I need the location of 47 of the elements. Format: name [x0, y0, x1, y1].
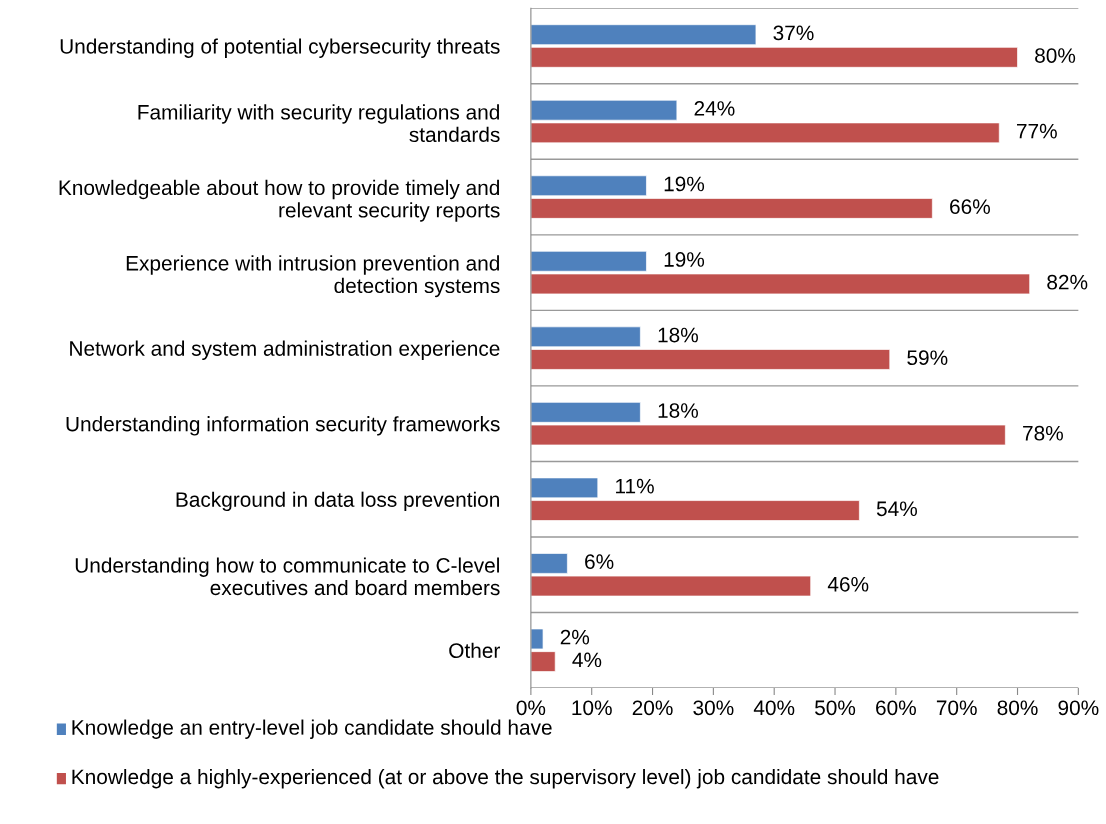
- bar: [530, 477, 599, 499]
- bar: [530, 349, 891, 370]
- y-tick-label: Knowledgeable about how to provide timely and relevant security reports: [59, 179, 500, 222]
- y-tick-label: Understanding of potential cybersecurity threats: [60, 38, 500, 58]
- bar: [530, 500, 860, 521]
- data-label: 46%: [827, 576, 869, 592]
- data-label: 77%: [1017, 123, 1057, 139]
- data-label: 78%: [1023, 425, 1063, 441]
- data-label: 18%: [658, 403, 698, 418]
- legend-label: Knowledge an entry-level job candidate should have: [72, 719, 552, 739]
- bar: [530, 24, 757, 45]
- data-label: 66%: [950, 199, 990, 214]
- y-tick-label: Familiarity with security regulations and standards: [138, 104, 500, 143]
- data-label: 54%: [876, 501, 917, 517]
- y-tick-label: Network and system administration experience: [70, 340, 500, 361]
- x-tick-label: 10%: [572, 700, 612, 716]
- bar: [530, 326, 641, 348]
- x-tick-label: 80%: [997, 700, 1038, 716]
- x-tick-label: 20%: [632, 700, 673, 716]
- data-label: 19%: [664, 176, 705, 192]
- bar: [530, 175, 647, 197]
- data-label: 80%: [1035, 48, 1076, 63]
- y-tick-label: Experience with intrusion prevention and detection systems: [126, 255, 500, 298]
- data-label: 19%: [664, 252, 705, 267]
- x-tick-label: 30%: [693, 700, 734, 716]
- data-label: 82%: [1047, 274, 1088, 290]
- x-tick-label: 70%: [936, 700, 977, 716]
- x-tick-label: 50%: [815, 700, 856, 716]
- data-label: 59%: [907, 350, 948, 366]
- x-tick-label: 60%: [876, 700, 916, 716]
- x-tick-label: 40%: [753, 700, 795, 716]
- y-tick-label: Background in data loss prevention: [176, 491, 499, 512]
- bar: [530, 47, 1018, 68]
- data-label: 2%: [560, 629, 590, 645]
- y-tick-label: Understanding how to communicate to C-level executives and board members: [75, 557, 500, 596]
- legend-label: Knowledge a highly-experienced (at or above the supervisory level) job candidate should have: [72, 768, 939, 789]
- x-tick-label: 0%: [516, 700, 546, 716]
- data-label: 6%: [585, 554, 614, 569]
- y-tick-label: Other: [449, 642, 500, 659]
- data-label: 11%: [616, 478, 654, 494]
- data-label: 4%: [572, 652, 602, 668]
- y-tick-label: Understanding information security frameworks: [66, 416, 500, 436]
- bar: [530, 198, 933, 219]
- data-label: 24%: [694, 101, 735, 116]
- data-label: 37%: [773, 25, 814, 41]
- data-label: 18%: [658, 327, 698, 343]
- x-tick-label: 90%: [1058, 700, 1099, 716]
